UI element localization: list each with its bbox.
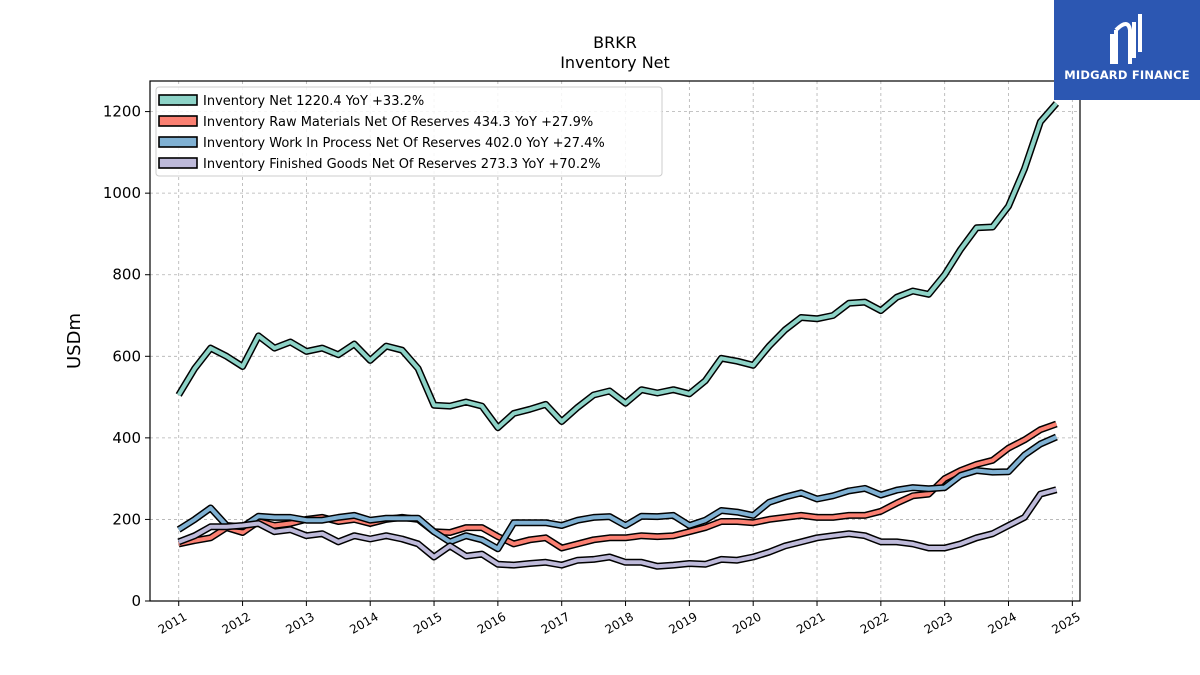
legend-label: Inventory Work In Process Net Of Reserve… [203,136,605,151]
x-tick-label: 2014 [347,609,380,636]
y-tick-label: 1000 [103,184,141,202]
midgard-logo-icon [1110,14,1142,64]
brand-logo: MIDGARD FINANCE [1054,0,1200,100]
y-tick-label: 400 [112,429,141,447]
x-tick-label: 2025 [1049,609,1082,636]
plot-frame [149,80,1081,602]
x-tick-label: 2012 [220,609,253,636]
chart-title: BRKR [593,33,637,52]
x-tick-label: 2018 [603,609,636,636]
legend-label: Inventory Net 1220.4 YoY +33.2% [203,94,424,109]
x-tick-label: 2023 [922,609,955,636]
series-line [177,487,1057,569]
y-tick-label: 1200 [103,103,141,121]
x-axis: 2011 2012 2013 2014 2015 2016 2017 2018 2019 2020… [156,601,1083,637]
legend-swatch [158,136,198,148]
series-line [177,435,1058,551]
series-line [176,102,1058,430]
legend: Inventory Net 1220.4 YoY +33.2% Inventory… [155,86,663,177]
x-tick-label: 2013 [283,609,316,636]
x-tick-label: 2016 [475,609,508,636]
legend-swatch [158,115,198,127]
legend-swatch [158,94,198,106]
x-tick-label: 2024 [986,609,1019,636]
legend-swatch [158,157,198,169]
series-layer [175,101,1060,570]
x-tick-label: 2021 [794,609,827,636]
x-tick-label: 2019 [666,609,699,636]
x-tick-label: 2011 [156,609,189,636]
y-tick-label: 0 [131,592,141,610]
legend-label: Inventory Finished Goods Net Of Reserves… [203,157,601,172]
x-tick-label: 2017 [539,609,572,636]
x-tick-label: 2022 [858,609,891,636]
y-axis-label: USDm [64,313,85,369]
y-axis: 0 200 400 600 800 1000 1200 [103,103,150,610]
legend-label: Inventory Raw Materials Net Of Reserves … [203,115,593,130]
x-tick-label: 2020 [730,609,763,636]
legend-box [155,86,663,177]
y-tick-label: 600 [112,347,141,365]
chart-subtitle: Inventory Net [560,53,670,72]
x-tick-label: 2015 [411,609,444,636]
y-tick-label: 800 [112,266,141,284]
y-tick-label: 200 [112,510,141,528]
series-line-outline [177,486,1058,570]
brand-name: MIDGARD FINANCE [1064,68,1190,82]
